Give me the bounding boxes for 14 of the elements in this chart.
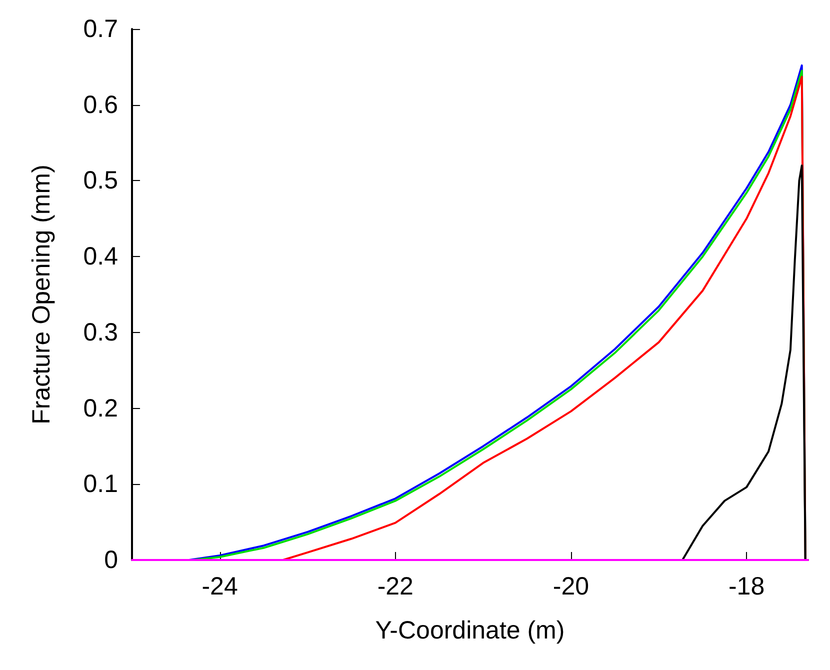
x-axis-title: Y-Coordinate (m) (375, 616, 565, 644)
y-tick-label: 0.7 (83, 15, 118, 43)
y-tick-label: 0.1 (83, 470, 118, 498)
y-tick-label: 0.5 (83, 166, 118, 195)
y-tick-label: 0.2 (83, 394, 118, 422)
y-tick-label: 0.3 (83, 318, 118, 346)
x-tick-label: -22 (377, 572, 414, 600)
x-tick-label: -18 (728, 572, 765, 600)
y-tick-label: 0.4 (83, 242, 118, 271)
x-tick-label: -20 (552, 572, 590, 600)
y-axis-title: Fracture Opening (mm) (28, 164, 56, 424)
x-tick-label: -24 (202, 572, 238, 600)
y-tick-label: 0.6 (83, 90, 118, 119)
y-tick-label: 0 (104, 546, 118, 574)
